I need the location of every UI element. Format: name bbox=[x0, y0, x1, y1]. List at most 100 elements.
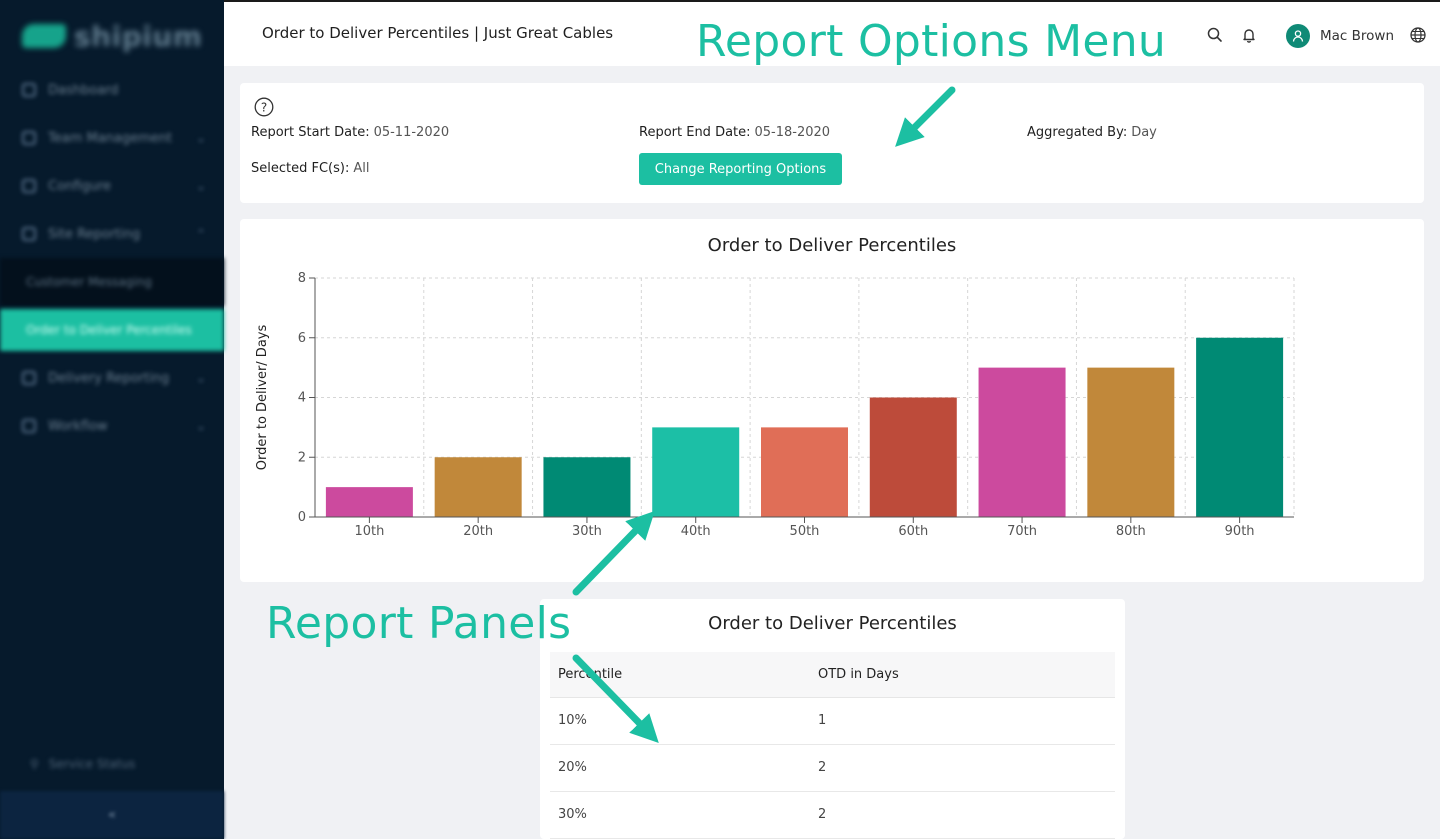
svg-text:?: ? bbox=[261, 100, 267, 114]
chart-panel: Order to Deliver Percentiles 0 2 4 6 8 10th 20… bbox=[240, 219, 1424, 582]
x-tick-label: 40th bbox=[681, 524, 711, 539]
aggregated-by: Aggregated By: Day bbox=[1027, 125, 1157, 140]
x-tick-label: 60th bbox=[898, 524, 928, 539]
aggregated-by-value: Day bbox=[1131, 125, 1157, 140]
bar-80th bbox=[1087, 367, 1175, 517]
table-panel: Order to Deliver Percentiles Percentile … bbox=[540, 599, 1125, 839]
bell-icon[interactable] bbox=[1240, 26, 1258, 44]
bar-20th bbox=[434, 457, 522, 517]
service-status-label: Service Status bbox=[48, 757, 136, 771]
sidebar-item-label: Site Reporting bbox=[48, 226, 141, 242]
report-start-date: Report Start Date: 05-11-2020 bbox=[251, 125, 449, 140]
user-name: Mac Brown bbox=[1320, 28, 1395, 44]
table-cell: 30% bbox=[550, 791, 818, 839]
column-header-percentile[interactable]: Percentile bbox=[550, 652, 818, 698]
sidebar-item-team-management[interactable]: Team Management ⌄ bbox=[0, 114, 224, 162]
page-title: Order to Deliver Percentiles | Just Grea… bbox=[262, 24, 614, 42]
chevron-up-icon: ⌃ bbox=[195, 227, 206, 241]
bar-chart: 0 2 4 6 8 10th 20th 30th 40th 50th 60th 70th 80th 90t… bbox=[255, 271, 1295, 539]
bar-90th bbox=[1196, 337, 1284, 517]
selected-fcs: Selected FC(s): All bbox=[251, 161, 369, 176]
start-date-value: 05-11-2020 bbox=[373, 125, 450, 140]
collapse-icon: « bbox=[107, 807, 117, 823]
bar-50th bbox=[761, 427, 848, 517]
table-cell: 10% bbox=[550, 697, 818, 745]
x-tick-label: 80th bbox=[1116, 524, 1146, 539]
bar-30th bbox=[543, 457, 631, 517]
bar-70th bbox=[978, 367, 1066, 517]
table-row: 30% 2 bbox=[550, 791, 1115, 839]
end-date-label: Report End Date: bbox=[639, 125, 751, 140]
sidebar-item-label: Workflow bbox=[48, 418, 108, 434]
chart-title: Order to Deliver Percentiles bbox=[707, 235, 957, 256]
sidebar-item-label: Order to Deliver Percentiles bbox=[26, 323, 192, 337]
y-tick-label: 8 bbox=[298, 271, 306, 286]
sidebar-subitem-order-to-deliver[interactable]: Order to Deliver Percentiles bbox=[0, 309, 224, 351]
sidebar-item-configure[interactable]: Configure ⌄ bbox=[0, 162, 224, 210]
chevron-down-icon: ⌄ bbox=[195, 179, 206, 193]
help-icon[interactable]: ? bbox=[254, 97, 274, 121]
table-row: 10% 1 bbox=[550, 697, 1115, 745]
sidebar-collapse-button[interactable]: « bbox=[0, 791, 224, 839]
sidebar-item-dashboard[interactable]: Dashboard bbox=[0, 66, 224, 114]
change-reporting-options-button[interactable]: Change Reporting Options bbox=[639, 153, 842, 185]
table-row: 20% 2 bbox=[550, 744, 1115, 792]
table-cell: 2 bbox=[818, 791, 1115, 839]
y-tick-label: 6 bbox=[298, 331, 306, 346]
bar-60th bbox=[869, 397, 957, 517]
service-status-link[interactable]: ⚲ Service Status bbox=[30, 757, 135, 771]
search-icon[interactable] bbox=[1206, 26, 1224, 44]
chevron-down-icon: ⌄ bbox=[195, 131, 206, 145]
annotation-report-panels: Report Panels bbox=[266, 598, 572, 649]
x-tick-label: 70th bbox=[1007, 524, 1037, 539]
x-tick-label: 50th bbox=[790, 524, 820, 539]
chevron-down-icon: ⌄ bbox=[195, 371, 206, 385]
top-header: Order to Deliver Percentiles | Just Grea… bbox=[224, 0, 1440, 66]
column-header-otd[interactable]: OTD in Days bbox=[818, 652, 1115, 698]
reporting-icon bbox=[22, 227, 36, 241]
selected-fcs-label: Selected FC(s): bbox=[251, 161, 350, 176]
logo-text: shipium bbox=[74, 19, 203, 53]
annotation-report-options-menu: Report Options Menu bbox=[696, 16, 1167, 67]
sidebar-nav: Dashboard Team Management ⌄ Configure ⌄ … bbox=[0, 66, 224, 450]
y-tick-label: 2 bbox=[298, 450, 306, 465]
table-cell: 1 bbox=[818, 697, 1115, 745]
table-cell: 20% bbox=[550, 744, 818, 792]
logo-mark bbox=[22, 24, 66, 48]
x-tick-label: 90th bbox=[1225, 524, 1255, 539]
y-tick-label: 0 bbox=[298, 510, 306, 525]
logo[interactable]: shipium bbox=[22, 18, 202, 54]
bar-40th bbox=[652, 427, 740, 517]
sidebar-item-delivery-reporting[interactable]: Delivery Reporting ⌄ bbox=[0, 354, 224, 402]
bar-10th bbox=[325, 487, 413, 517]
x-tick-label: 30th bbox=[572, 524, 602, 539]
y-axis-label: Order to Deliver/ Days bbox=[255, 325, 270, 471]
sidebar-item-site-reporting[interactable]: Site Reporting ⌃ bbox=[0, 210, 224, 258]
user-menu[interactable]: Mac Brown bbox=[1286, 24, 1394, 48]
globe-icon[interactable] bbox=[1409, 26, 1427, 44]
x-tick-label: 20th bbox=[463, 524, 493, 539]
percentile-table: Percentile OTD in Days 10% 1 20% 2 30% 2 bbox=[550, 652, 1115, 839]
sidebar-item-label: Configure bbox=[48, 178, 112, 194]
sidebar-item-label: Team Management bbox=[48, 130, 173, 146]
sidebar-item-label: Customer Messaging bbox=[26, 275, 152, 289]
selected-fcs-value: All bbox=[353, 161, 370, 176]
avatar bbox=[1286, 24, 1310, 48]
aggregated-by-label: Aggregated By: bbox=[1027, 125, 1128, 140]
sidebar-subitem-customer-messaging[interactable]: Customer Messaging bbox=[0, 258, 224, 306]
team-icon bbox=[22, 131, 36, 145]
sidebar-item-label: Dashboard bbox=[48, 82, 119, 98]
sidebar: shipium Dashboard Team Management ⌄ Conf… bbox=[0, 0, 224, 839]
y-tick-label: 4 bbox=[298, 391, 306, 406]
table-cell: 2 bbox=[818, 744, 1115, 792]
end-date-value: 05-18-2020 bbox=[754, 125, 831, 140]
report-options-panel: ? Report Start Date: 05-11-2020 Report En… bbox=[240, 83, 1424, 203]
sidebar-item-label: Delivery Reporting bbox=[48, 370, 170, 386]
table-header-row: Percentile OTD in Days bbox=[550, 652, 1115, 698]
sidebar-item-workflow[interactable]: Workflow ⌄ bbox=[0, 402, 224, 450]
workflow-icon bbox=[22, 419, 36, 433]
chevron-down-icon: ⌄ bbox=[195, 419, 206, 433]
table-title: Order to Deliver Percentiles bbox=[708, 613, 957, 634]
report-end-date: Report End Date: 05-18-2020 bbox=[639, 125, 830, 140]
x-tick-label: 10th bbox=[354, 524, 384, 539]
